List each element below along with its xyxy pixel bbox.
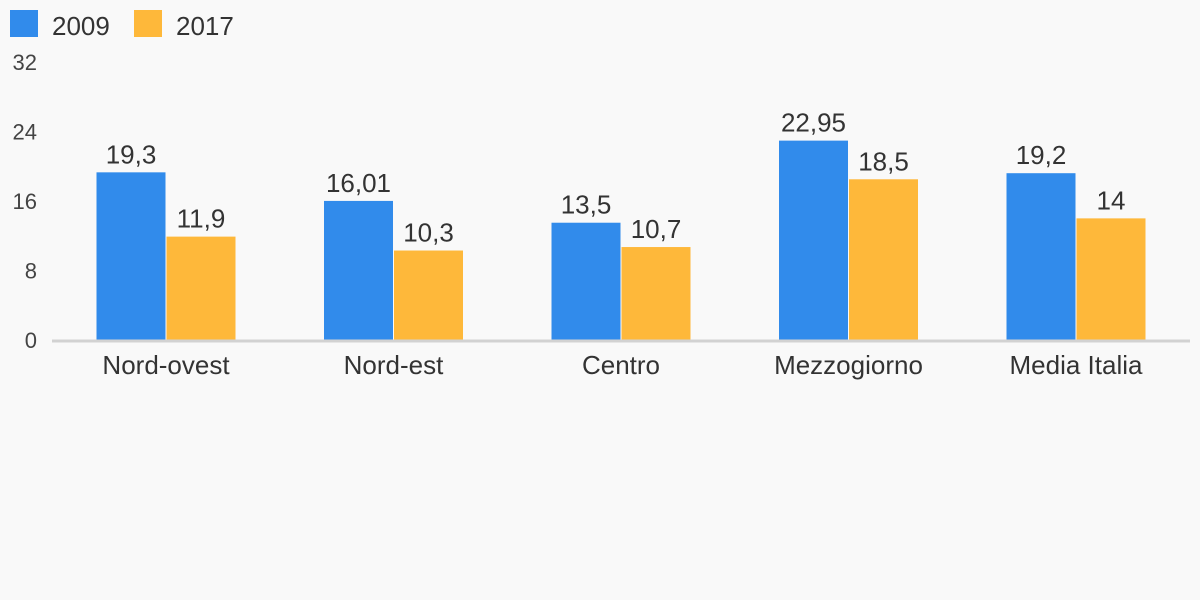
bar-2009-centro: [551, 222, 621, 340]
data-label: 14: [1097, 185, 1126, 215]
legend: 2009 2017: [10, 10, 234, 41]
bar-2009-mezzogiorno: [779, 140, 848, 340]
legend-label-2017: 2017: [176, 11, 234, 41]
bars: [96, 140, 1146, 340]
legend-swatch-2017: [134, 10, 162, 37]
bar-2017-mezzogiorno: [849, 179, 918, 340]
x-axis: Nord-ovest Nord-est Centro Mezzogiorno Media…: [102, 350, 1143, 380]
x-tick-label: Media Italia: [1010, 350, 1143, 380]
legend-label-2009: 2009: [52, 11, 110, 41]
x-tick-label: Centro: [582, 350, 660, 380]
bar-2009-nord-ovest: [96, 172, 166, 340]
data-label: 13,5: [561, 190, 612, 220]
y-tick-label: 16: [13, 189, 37, 214]
x-tick-label: Nord-est: [344, 350, 444, 380]
data-labels: 19,3 11,9 16,01 10,3 13,5 10,7 22,95 18,5 19,2 14: [106, 108, 1126, 248]
data-label: 16,01: [326, 168, 391, 198]
bar-2017-nord-est: [394, 250, 463, 340]
y-tick-label: 8: [25, 259, 37, 284]
bar-2017-nord-ovest: [166, 236, 236, 340]
x-tick-label: Nord-ovest: [102, 350, 230, 380]
data-label: 19,3: [106, 139, 157, 169]
bar-2017-media-italia: [1076, 218, 1146, 340]
bar-2009-nord-est: [324, 200, 393, 340]
data-label: 10,3: [403, 218, 454, 248]
data-label: 11,9: [177, 204, 226, 234]
data-label: 22,95: [781, 108, 846, 138]
data-label: 19,2: [1016, 140, 1067, 170]
data-label: 10,7: [631, 214, 682, 244]
x-tick-label: Mezzogiorno: [774, 350, 923, 380]
y-tick-label: 0: [25, 328, 37, 353]
y-axis: 0 8 16 24 32: [13, 50, 37, 353]
y-tick-label: 24: [13, 120, 37, 145]
data-label: 18,5: [858, 146, 909, 176]
bar-2009-media-italia: [1006, 173, 1076, 340]
y-tick-label: 32: [13, 50, 37, 75]
bar-2017-centro: [621, 247, 691, 340]
legend-swatch-2009: [10, 10, 38, 37]
